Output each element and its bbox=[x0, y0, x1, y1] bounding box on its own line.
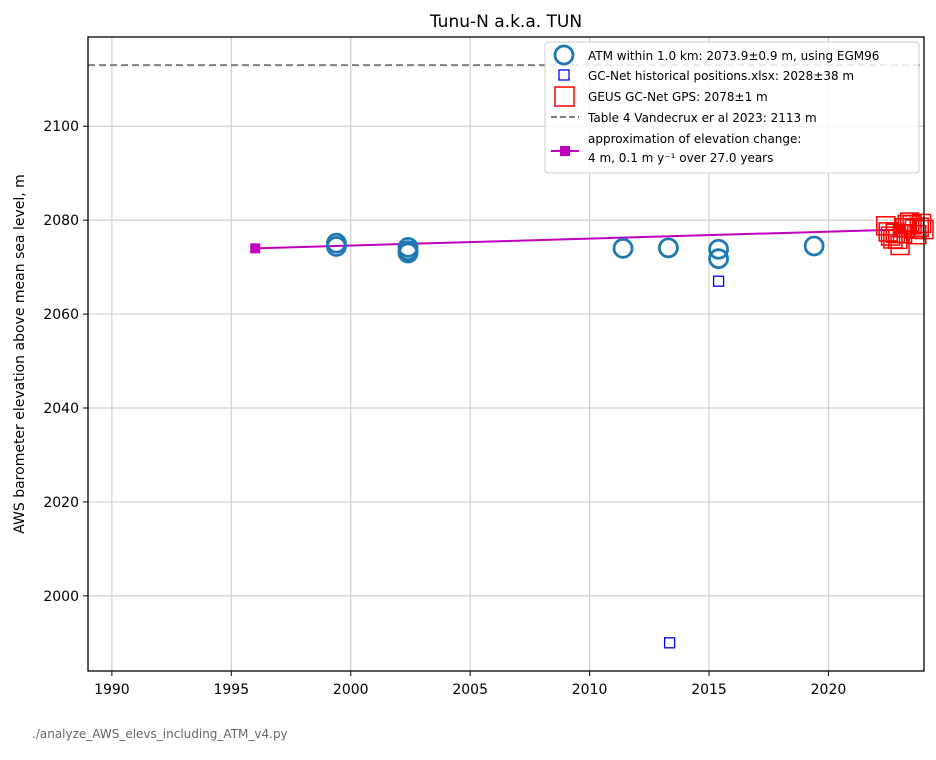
script-filename: ./analyze_AWS_elevs_including_ATM_v4.py bbox=[32, 727, 288, 741]
gcnet-point bbox=[663, 637, 676, 649]
legend-label-gcnet: GC-Net historical positions.xlsx: 2028±3… bbox=[588, 69, 854, 83]
x-tick-label: 1995 bbox=[213, 682, 249, 698]
atm-point bbox=[708, 248, 729, 270]
y-tick-label: 2000 bbox=[43, 589, 79, 605]
y-tick-label: 2080 bbox=[43, 213, 79, 229]
legend-marker-gcnet bbox=[558, 69, 570, 81]
legend-box bbox=[544, 41, 920, 174]
atm-point bbox=[708, 238, 729, 260]
x-tick-label: 1990 bbox=[94, 682, 130, 698]
trend-point bbox=[250, 243, 261, 254]
legend: ATM within 1.0 km: 2073.9±0.9 m, using E… bbox=[544, 41, 920, 174]
legend-marker-trend-square bbox=[560, 146, 570, 156]
legend-label-trend-line2: 4 m, 0.1 m y⁻¹ over 27.0 years bbox=[588, 151, 773, 165]
y-tick-label: 2100 bbox=[43, 119, 79, 135]
atm-point bbox=[397, 240, 419, 262]
gcnet-point bbox=[712, 275, 725, 287]
atm-point bbox=[326, 236, 347, 257]
y-tick-label: 2020 bbox=[43, 495, 79, 511]
atm-point bbox=[803, 235, 825, 257]
legend-label-table4: Table 4 Vandecrux er al 2023: 2113 m bbox=[587, 111, 817, 125]
axis-ticks: 1990 1995 2000 2005 2010 2015 2020 2000 2020 2040… bbox=[43, 119, 846, 698]
atm-point bbox=[658, 237, 679, 259]
geus-point bbox=[911, 213, 932, 234]
y-tick-label: 2040 bbox=[43, 401, 79, 417]
legend-label-trend-line1: approximation of elevation change: bbox=[588, 132, 801, 146]
geus-point bbox=[907, 224, 927, 245]
data-points bbox=[326, 212, 934, 649]
x-tick-label: 2005 bbox=[452, 682, 488, 698]
x-tick-label: 2000 bbox=[333, 682, 369, 698]
trend-line bbox=[255, 228, 901, 250]
legend-marker-atm bbox=[553, 44, 575, 66]
x-tick-label: 2010 bbox=[572, 682, 608, 698]
y-tick-label: 2060 bbox=[43, 307, 79, 323]
legend-label-atm: ATM within 1.0 km: 2073.9±0.9 m, using E… bbox=[588, 49, 879, 63]
chart-title: Tunu-N a.k.a. TUN bbox=[429, 12, 582, 32]
geus-point bbox=[909, 217, 929, 237]
x-tick-label: 2015 bbox=[691, 682, 727, 698]
plot-frame bbox=[87, 36, 925, 672]
legend-label-geus: GEUS GC-Net GPS: 2078±1 m bbox=[588, 90, 768, 104]
atm-point bbox=[612, 237, 634, 259]
legend-marker-geus bbox=[554, 86, 575, 107]
x-tick-label: 2020 bbox=[811, 682, 847, 698]
y-axis-label: AWS barometer elevation above mean sea l… bbox=[12, 174, 28, 534]
